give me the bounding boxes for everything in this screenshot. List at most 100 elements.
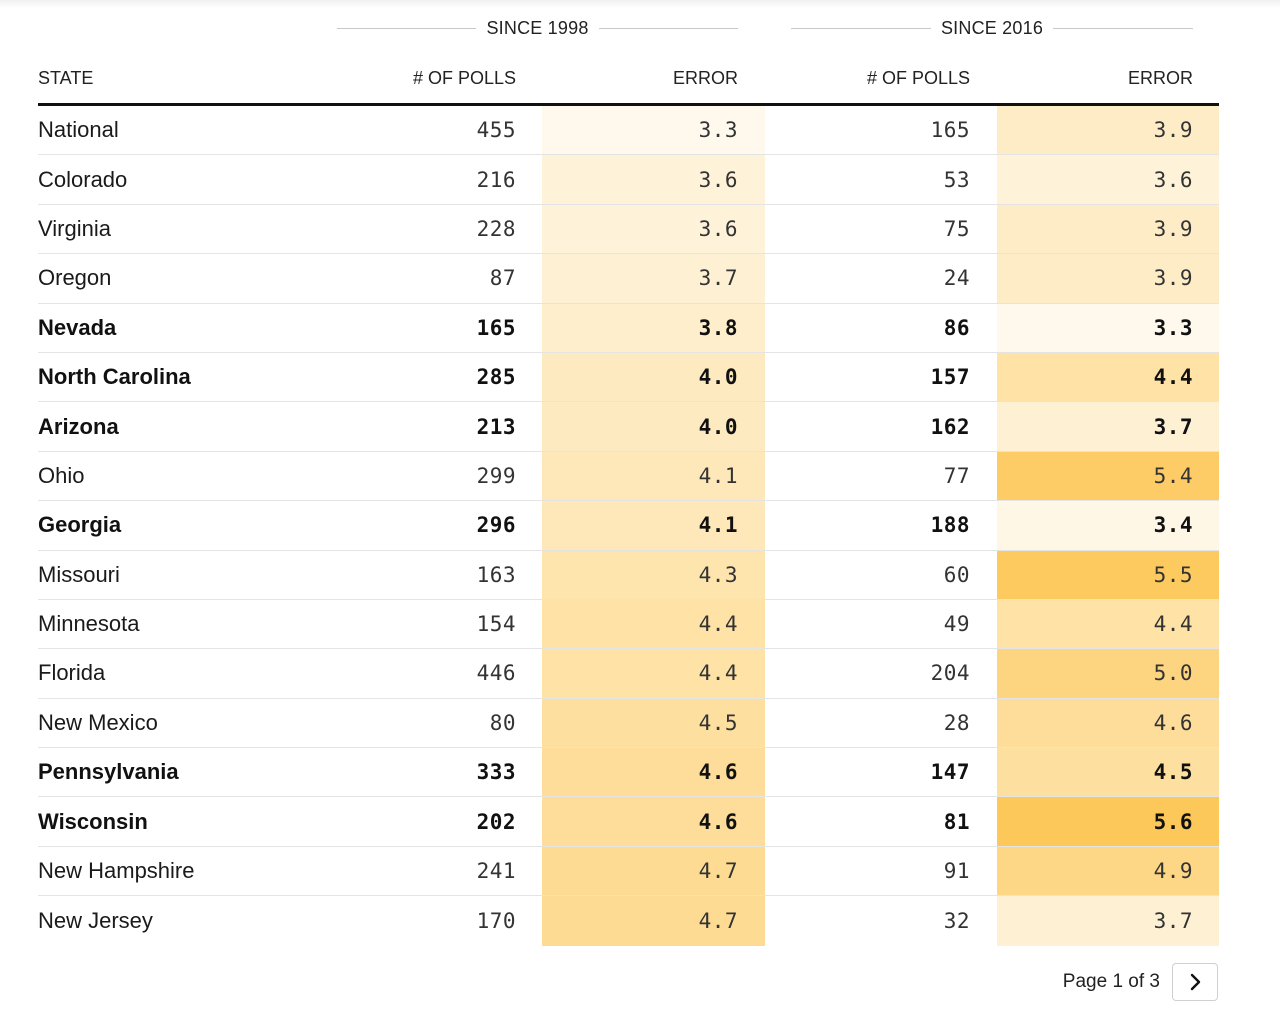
polls-since-1998: 455 bbox=[476, 118, 516, 143]
polls-since-1998: 299 bbox=[476, 463, 516, 488]
table-row: National 455 3.3 165 3.9 bbox=[38, 106, 1219, 156]
error-since-2016: 5.4 bbox=[997, 451, 1219, 501]
state-name: Virginia bbox=[38, 215, 111, 241]
error-since-1998: 4.4 bbox=[542, 599, 765, 649]
error-since-2016: 3.6 bbox=[997, 155, 1219, 204]
polls-since-1998: 87 bbox=[489, 266, 516, 291]
error-since-1998: 4.0 bbox=[542, 352, 765, 402]
column-header-error-since-2016[interactable]: ERROR bbox=[1127, 68, 1193, 88]
column-header-polls-since-2016[interactable]: # OF POLLS bbox=[866, 68, 970, 88]
polls-since-1998: 202 bbox=[476, 809, 516, 834]
polls-since-2016: 204 bbox=[930, 661, 970, 686]
polls-since-1998: 228 bbox=[476, 216, 516, 241]
column-header-error-since-1998[interactable]: ERROR bbox=[672, 68, 738, 88]
state-name: New Jersey bbox=[38, 907, 153, 933]
error-since-2016: 3.9 bbox=[997, 204, 1219, 254]
chevron-right-icon bbox=[1190, 973, 1201, 991]
error-since-2016: 4.4 bbox=[997, 599, 1219, 649]
polls-since-2016: 86 bbox=[943, 315, 970, 340]
group-rule-left bbox=[791, 27, 931, 29]
polls-since-1998: 446 bbox=[476, 661, 516, 686]
error-since-2016: 3.3 bbox=[997, 303, 1219, 352]
polls-since-2016: 28 bbox=[943, 710, 970, 735]
polls-since-1998: 216 bbox=[476, 167, 516, 192]
polls-since-2016: 165 bbox=[930, 118, 970, 143]
state-name: Florida bbox=[38, 660, 106, 686]
state-name: Ohio bbox=[38, 462, 85, 488]
polls-since-1998: 80 bbox=[489, 710, 516, 735]
state-name: New Mexico bbox=[38, 709, 158, 735]
table-row: Colorado 216 3.6 53 3.6 bbox=[38, 155, 1219, 205]
group-header-since-1998: SINCE 1998 bbox=[337, 0, 738, 56]
state-name: Arizona bbox=[38, 413, 119, 439]
top-shadow bbox=[0, 0, 1280, 8]
next-page-button[interactable] bbox=[1172, 963, 1218, 1001]
polls-since-2016: 162 bbox=[930, 414, 970, 439]
error-since-2016: 3.9 bbox=[997, 254, 1219, 303]
polls-since-1998: 163 bbox=[476, 562, 516, 587]
error-since-1998: 4.1 bbox=[542, 501, 765, 550]
error-since-1998: 4.1 bbox=[542, 451, 765, 501]
table-row: Wisconsin 202 4.6 81 5.6 bbox=[38, 797, 1219, 847]
error-since-2016: 5.5 bbox=[997, 550, 1219, 599]
polls-since-1998: 285 bbox=[476, 365, 516, 390]
error-since-1998: 4.7 bbox=[542, 846, 765, 896]
group-header-since-2016: SINCE 2016 bbox=[791, 0, 1193, 56]
table-row: North Carolina 285 4.0 157 4.4 bbox=[38, 352, 1219, 403]
table-row: Georgia 296 4.1 188 3.4 bbox=[38, 501, 1219, 551]
polls-since-1998: 170 bbox=[476, 908, 516, 933]
table-row: Florida 446 4.4 204 5.0 bbox=[38, 649, 1219, 699]
group-rule-right bbox=[1053, 27, 1193, 29]
group-label: SINCE 1998 bbox=[486, 17, 589, 38]
state-name: Minnesota bbox=[38, 611, 140, 637]
polls-since-1998: 213 bbox=[476, 414, 516, 439]
state-name: Missouri bbox=[38, 561, 120, 587]
error-since-1998: 4.7 bbox=[542, 896, 765, 946]
table-row: New Mexico 80 4.5 28 4.6 bbox=[38, 698, 1219, 749]
column-headers: STATE # OF POLLS ERROR # OF POLLS ERROR bbox=[38, 60, 1219, 104]
table-row: Pennsylvania 333 4.6 147 4.5 bbox=[38, 748, 1219, 798]
error-since-1998: 3.3 bbox=[542, 106, 765, 155]
table-row: Arizona 213 4.0 162 3.7 bbox=[38, 402, 1219, 452]
table-row: Minnesota 154 4.4 49 4.4 bbox=[38, 599, 1219, 650]
polls-since-1998: 154 bbox=[476, 612, 516, 637]
table-row: New Jersey 170 4.7 32 3.7 bbox=[38, 896, 1219, 946]
state-name: Pennsylvania bbox=[38, 759, 179, 785]
header-divider bbox=[38, 103, 1219, 106]
error-since-1998: 3.6 bbox=[542, 155, 765, 204]
error-since-1998: 4.6 bbox=[542, 748, 765, 797]
polls-since-2016: 24 bbox=[943, 266, 970, 291]
polling-error-table: National 455 3.3 165 3.9 Colorado 216 3.6 53 3.6 V… bbox=[38, 106, 1219, 946]
polls-since-2016: 75 bbox=[943, 216, 970, 241]
polls-since-2016: 53 bbox=[943, 167, 970, 192]
error-since-1998: 3.8 bbox=[542, 303, 765, 352]
error-since-2016: 3.9 bbox=[997, 106, 1219, 155]
polls-since-2016: 32 bbox=[943, 908, 970, 933]
table-row: Nevada 165 3.8 86 3.3 bbox=[38, 303, 1219, 353]
table-row: Virginia 228 3.6 75 3.9 bbox=[38, 204, 1219, 255]
error-since-1998: 4.5 bbox=[542, 698, 765, 748]
column-header-polls-since-1998[interactable]: # OF POLLS bbox=[412, 68, 516, 88]
page-indicator: Page 1 of 3 bbox=[1062, 971, 1160, 992]
polls-since-2016: 147 bbox=[930, 760, 970, 785]
error-since-1998: 3.6 bbox=[542, 204, 765, 254]
polls-since-2016: 91 bbox=[943, 859, 970, 884]
polls-since-2016: 81 bbox=[943, 809, 970, 834]
polls-since-1998: 296 bbox=[476, 513, 516, 538]
error-since-1998: 4.6 bbox=[542, 797, 765, 846]
error-since-1998: 4.3 bbox=[542, 550, 765, 599]
group-label: SINCE 2016 bbox=[940, 17, 1044, 38]
polls-since-2016: 157 bbox=[930, 365, 970, 390]
error-since-2016: 5.0 bbox=[997, 649, 1219, 698]
polls-since-1998: 333 bbox=[476, 760, 516, 785]
polls-since-1998: 165 bbox=[476, 315, 516, 340]
state-name: National bbox=[38, 117, 119, 143]
state-name: Colorado bbox=[38, 166, 128, 192]
table-row: Ohio 299 4.1 77 5.4 bbox=[38, 451, 1219, 502]
error-since-2016: 4.6 bbox=[997, 698, 1219, 748]
error-since-2016: 5.6 bbox=[997, 797, 1219, 846]
state-name: New Hampshire bbox=[38, 858, 195, 884]
column-header-state[interactable]: STATE bbox=[38, 68, 94, 88]
error-since-1998: 4.0 bbox=[542, 402, 765, 451]
state-name: North Carolina bbox=[38, 364, 191, 390]
